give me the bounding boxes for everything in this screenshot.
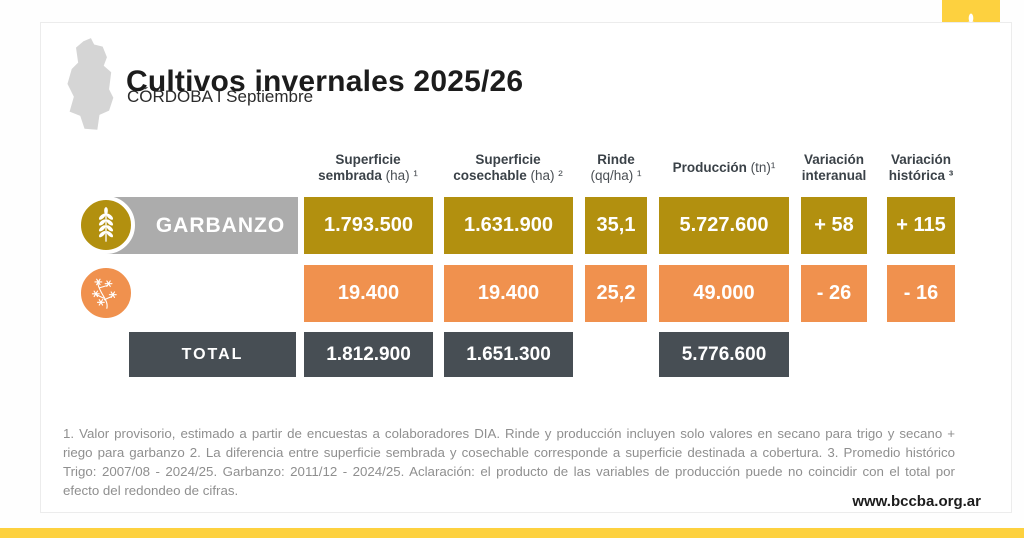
- trigo-variacion-interanual: + 58: [801, 197, 867, 254]
- content-card: Cultivos invernales 2025/26 CÓRDOBA I Se…: [40, 22, 1012, 513]
- column-header-superficie-sembrada: Superficie sembrada (ha) ¹: [318, 151, 418, 183]
- column-header-produccion: Producción (tn)¹: [672, 159, 776, 175]
- trigo-rinde: 35,1: [585, 197, 647, 254]
- garbanzo-produccion: 49.000: [659, 265, 789, 322]
- trigo-superficie-sembrada: 1.793.500: [304, 197, 433, 254]
- wheat-icon: [77, 196, 135, 254]
- trigo-produccion: 5.727.600: [659, 197, 789, 254]
- column-header-variacion-historica: Variación histórica ³: [888, 151, 954, 183]
- website-link[interactable]: www.bccba.org.ar: [850, 493, 983, 510]
- bottom-accent-strip: [0, 528, 1024, 538]
- total-superficie-sembrada: 1.812.900: [304, 332, 433, 377]
- garbanzo-rinde: 25,2: [585, 265, 647, 322]
- page-subtitle: CÓRDOBA I Septiembre: [127, 87, 314, 106]
- garbanzo-variacion-historica: - 16: [887, 265, 955, 322]
- column-header-variacion-interanual: Variación interanual: [801, 151, 867, 183]
- trigo-superficie-cosechable: 1.631.900: [444, 197, 573, 254]
- garbanzo-superficie-cosechable: 19.400: [444, 265, 573, 322]
- page-title: Cultivos invernales 2025/26: [126, 65, 524, 99]
- trigo-variacion-historica: + 115: [887, 197, 955, 254]
- garbanzo-superficie-sembrada: 19.400: [304, 265, 433, 322]
- chickpea-plant-icon: [77, 264, 135, 322]
- total-produccion: 5.776.600: [659, 332, 789, 377]
- column-header-rinde: Rinde (qq/ha) ¹: [590, 151, 642, 183]
- total-label: TOTAL: [129, 332, 296, 377]
- cordoba-map-icon: [59, 37, 125, 133]
- crop-label-garbanzo: GARBANZO: [105, 197, 298, 254]
- column-header-superficie-cosechable: Superficie cosechable (ha) ²: [453, 151, 563, 183]
- total-superficie-cosechable: 1.651.300: [444, 332, 573, 377]
- footnote: 1. Valor provisorio, estimado a partir d…: [63, 426, 955, 499]
- garbanzo-variacion-interanual: - 26: [801, 265, 867, 322]
